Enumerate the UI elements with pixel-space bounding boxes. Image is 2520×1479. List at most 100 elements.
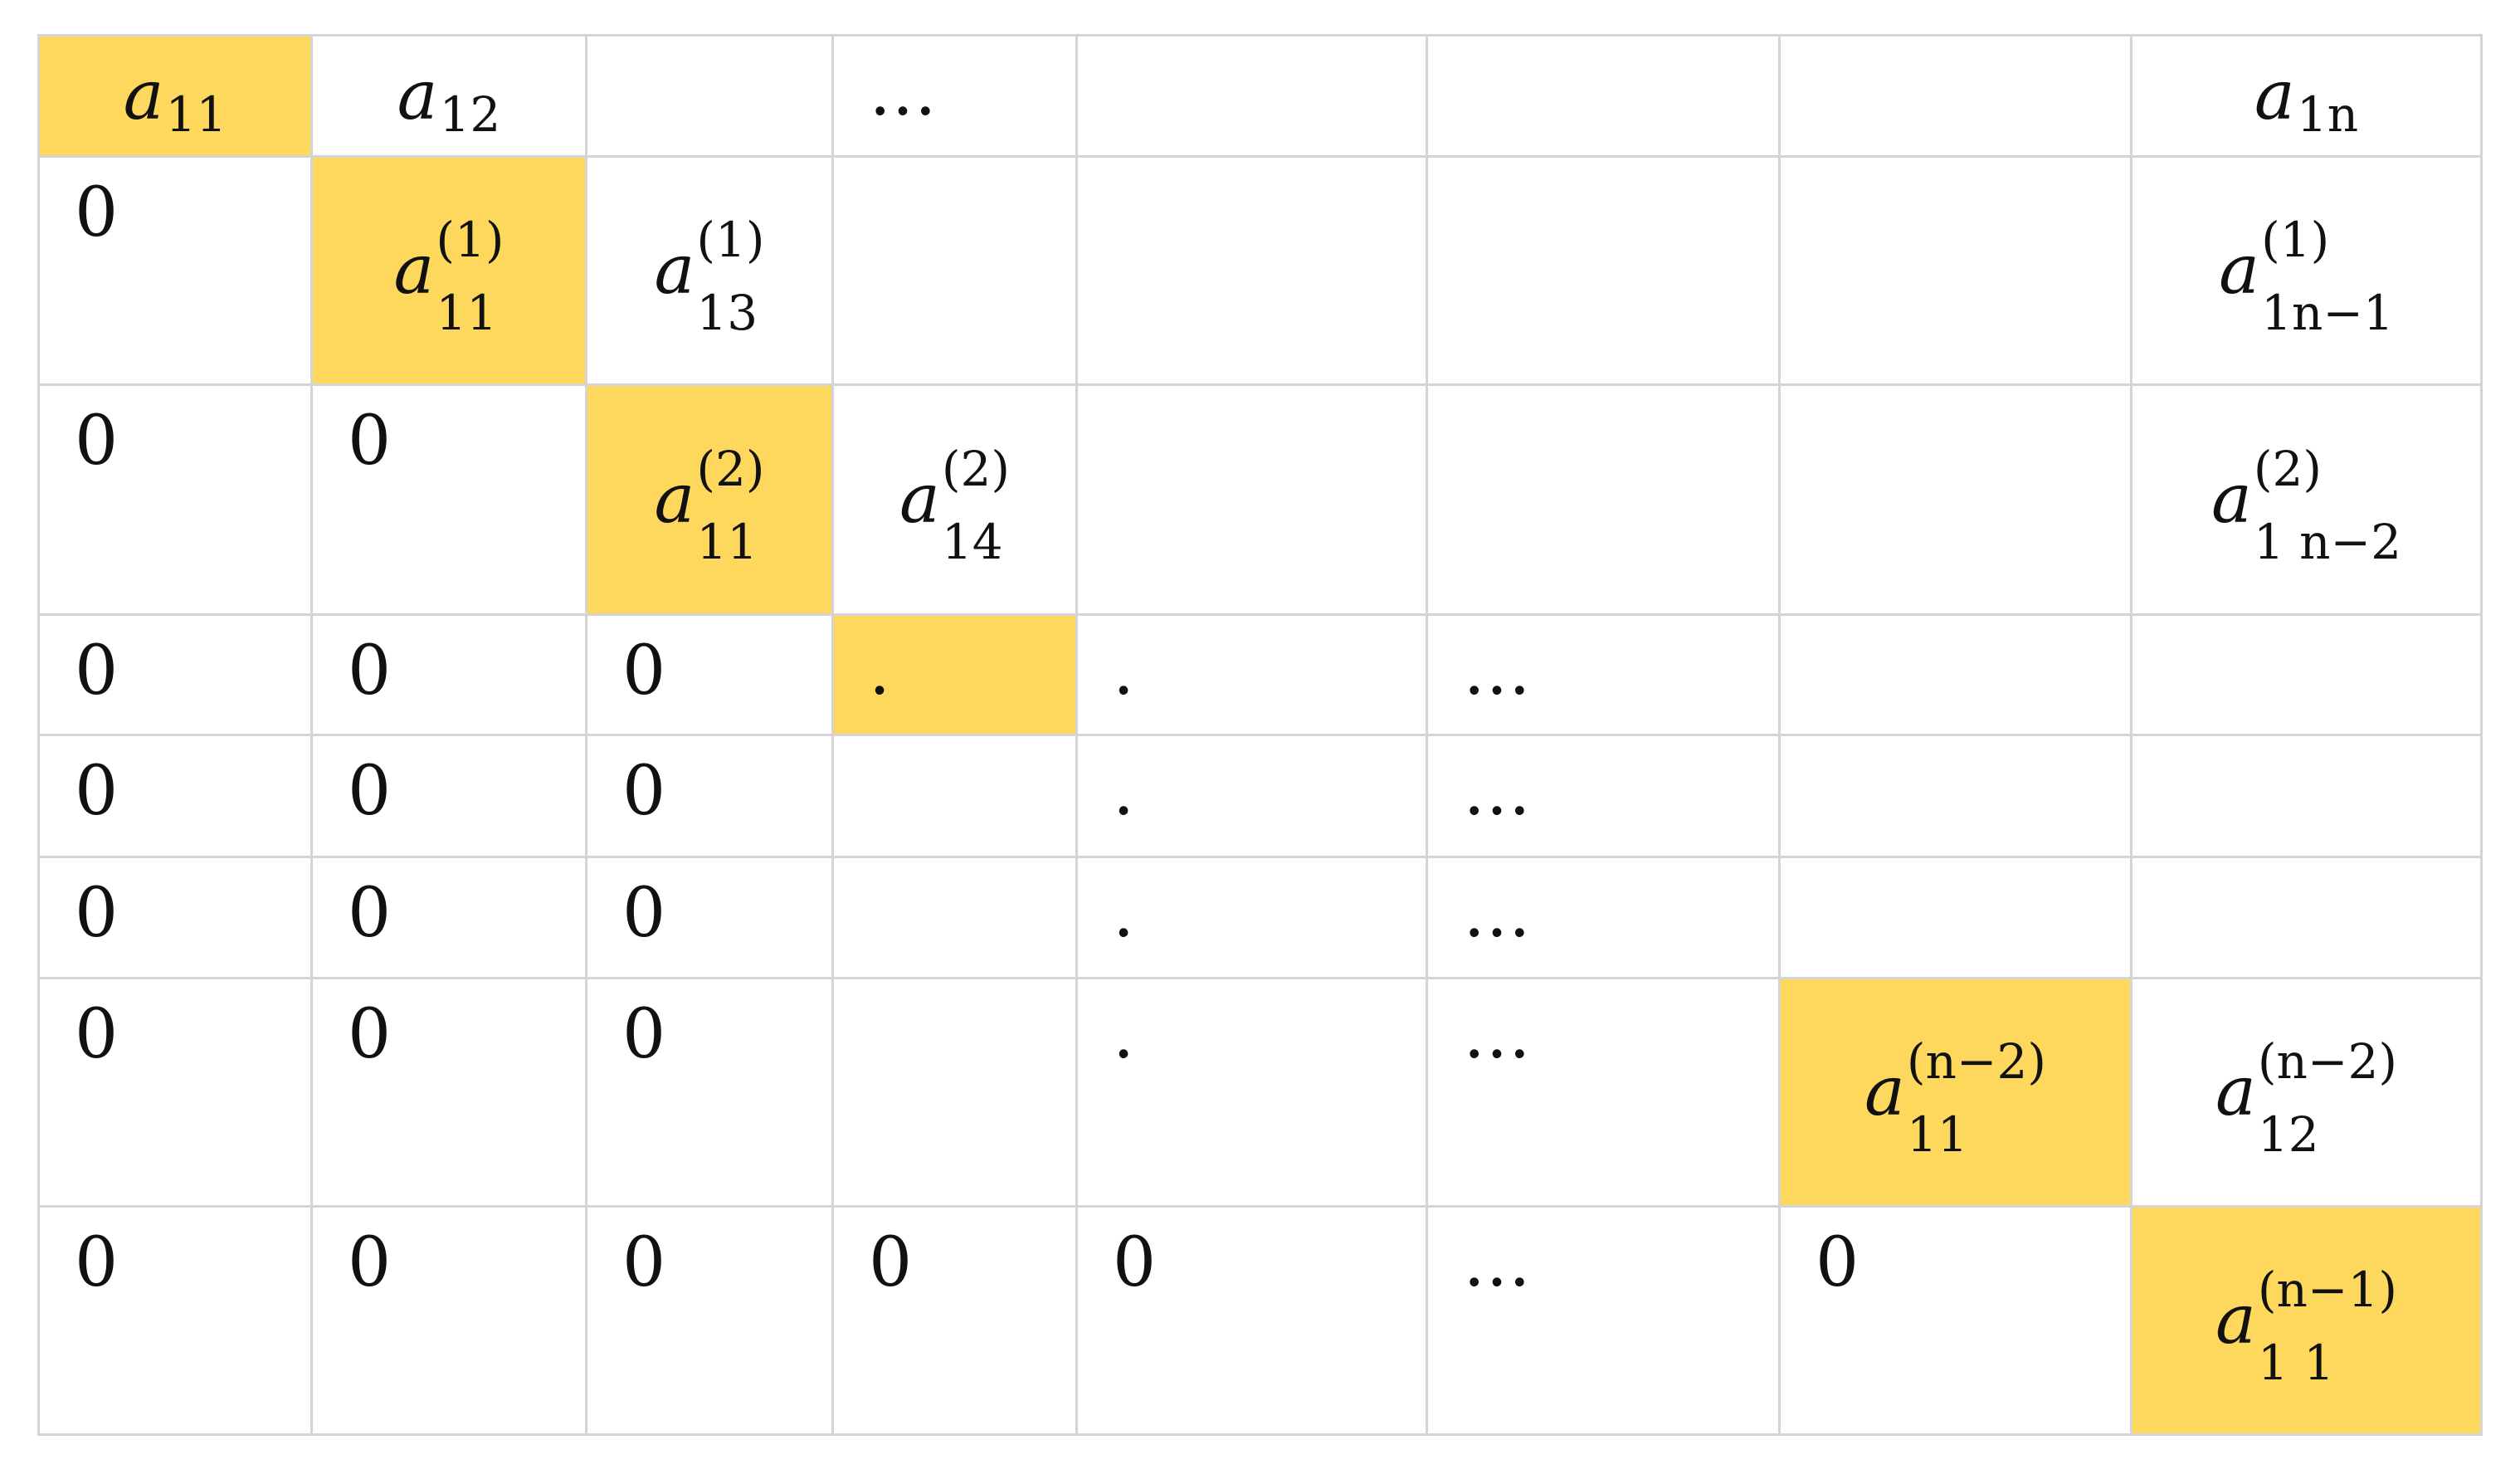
math-base: a — [1864, 1052, 1905, 1131]
table-cell: … — [831, 34, 1078, 158]
math-scripts: 12 — [440, 72, 501, 139]
math-expression: a 11 — [40, 37, 310, 155]
cell-text: 0 — [75, 995, 119, 1074]
table-cell: a 12 — [310, 34, 587, 158]
table-cell: a (n−2) 11 — [1778, 977, 2132, 1208]
math-base: a — [397, 56, 438, 135]
math-subscript: 1 1 — [2257, 1335, 2335, 1391]
math-subscript: 14 — [941, 514, 1003, 570]
cell-text: … — [1463, 752, 1531, 831]
math-base: a — [393, 231, 435, 310]
cell-text: 0 — [622, 1223, 666, 1302]
table-cell: … — [1426, 734, 1781, 858]
cell-text: 0 — [622, 632, 666, 710]
math-expression: a (n−2) 11 — [1781, 979, 2130, 1205]
table-cell — [1778, 34, 2132, 158]
math-scripts: 11 — [166, 72, 227, 139]
table-cell — [831, 734, 1078, 858]
math-subscript: 12 — [2257, 1106, 2319, 1163]
table-cell: 0 — [37, 856, 313, 979]
math-base: a — [2215, 1281, 2256, 1359]
table-cell — [1778, 856, 2132, 979]
table-cell: a (n−1) 1 1 — [2130, 1205, 2483, 1436]
math-subscript: 1n — [2296, 85, 2359, 143]
math-scripts: (2) 14 — [942, 445, 1010, 566]
math-scripts: (1) 1n−1 — [2261, 216, 2394, 337]
cell-text: … — [1463, 1223, 1531, 1302]
table-cell: 0 — [831, 1205, 1078, 1436]
math-superscript: (n−2) — [1906, 1033, 2046, 1090]
math-expression: a (n−1) 1 1 — [2132, 1208, 2480, 1433]
table-cell: 0 — [310, 1205, 587, 1436]
table-cell: . — [1075, 856, 1428, 979]
math-scripts: (n−2) 11 — [1907, 1037, 2046, 1159]
math-expression: a (2) 1 n−2 — [2132, 386, 2480, 613]
math-expression: a (1) 1n−1 — [2132, 158, 2480, 383]
cell-text: . — [869, 632, 891, 710]
math-superscript: (2) — [2253, 441, 2323, 497]
math-base: a — [123, 56, 164, 135]
math-superscript: (1) — [696, 212, 765, 268]
math-base: a — [2215, 1052, 2256, 1131]
table-cell: … — [1426, 1205, 1781, 1436]
cell-text: 0 — [348, 1223, 392, 1302]
cell-text: 0 — [622, 995, 666, 1074]
cell-text: 0 — [75, 402, 119, 481]
math-scripts: (1) 11 — [436, 216, 504, 337]
table-cell: 0 — [310, 856, 587, 979]
math-base: a — [2210, 460, 2252, 539]
table-cell — [1778, 734, 2132, 858]
math-subscript: 1n−1 — [2261, 285, 2394, 341]
table-cell: 0 — [310, 734, 587, 858]
math-base: a — [654, 460, 695, 539]
table-cell — [831, 977, 1078, 1208]
cell-text: … — [1463, 874, 1531, 953]
table-cell — [1778, 613, 2132, 736]
table-cell: … — [1426, 977, 1781, 1208]
cell-text: 0 — [1113, 1223, 1157, 1302]
table-cell: 0 — [310, 613, 587, 736]
math-subscript: 13 — [696, 285, 758, 341]
math-expression: a (2) 14 — [834, 386, 1075, 613]
table-cell — [1426, 155, 1781, 386]
table-cell: a (2) 11 — [585, 383, 834, 616]
table-cell: 0 — [310, 977, 587, 1208]
cell-text: . — [1113, 752, 1135, 831]
table-cell: 0 — [37, 977, 313, 1208]
math-expression: a (2) 11 — [587, 386, 831, 613]
math-superscript: (2) — [696, 441, 765, 497]
table-cell: 0 — [585, 734, 834, 858]
math-base: a — [654, 231, 695, 310]
table-cell: a (1) 13 — [585, 155, 834, 386]
table-cell — [831, 856, 1078, 979]
table-cell — [1075, 34, 1428, 158]
math-subscript: 1 n−2 — [2253, 514, 2402, 570]
table-cell: 0 — [37, 1205, 313, 1436]
table-cell — [1778, 383, 2132, 616]
math-superscript: (n−1) — [2257, 1262, 2397, 1318]
table-cell: . — [1075, 613, 1428, 736]
cell-text: 0 — [1816, 1223, 1860, 1302]
cell-text: 0 — [622, 874, 666, 953]
table-cell: 0 — [585, 1205, 834, 1436]
cell-text: 0 — [75, 632, 119, 710]
table-cell: . — [831, 613, 1078, 736]
cell-text: . — [1113, 995, 1135, 1074]
math-scripts: (n−2) 12 — [2258, 1037, 2397, 1159]
cell-text: … — [1463, 632, 1531, 710]
cell-text: 0 — [348, 874, 392, 953]
math-expression: a (1) 11 — [313, 158, 585, 383]
table-cell — [1075, 155, 1428, 386]
cell-text: 0 — [75, 752, 119, 831]
cell-text: . — [1113, 874, 1135, 953]
table-cell — [2130, 734, 2483, 858]
table-cell: 0 — [585, 977, 834, 1208]
math-superscript: (1) — [2261, 212, 2330, 268]
table-cell: 0 — [1075, 1205, 1428, 1436]
math-expression: a (n−2) 12 — [2132, 979, 2480, 1205]
table-cell: a (2) 14 — [831, 383, 1078, 616]
table-cell — [1426, 34, 1781, 158]
math-expression: a 12 — [313, 37, 585, 155]
math-scripts: (1) 13 — [696, 216, 764, 337]
